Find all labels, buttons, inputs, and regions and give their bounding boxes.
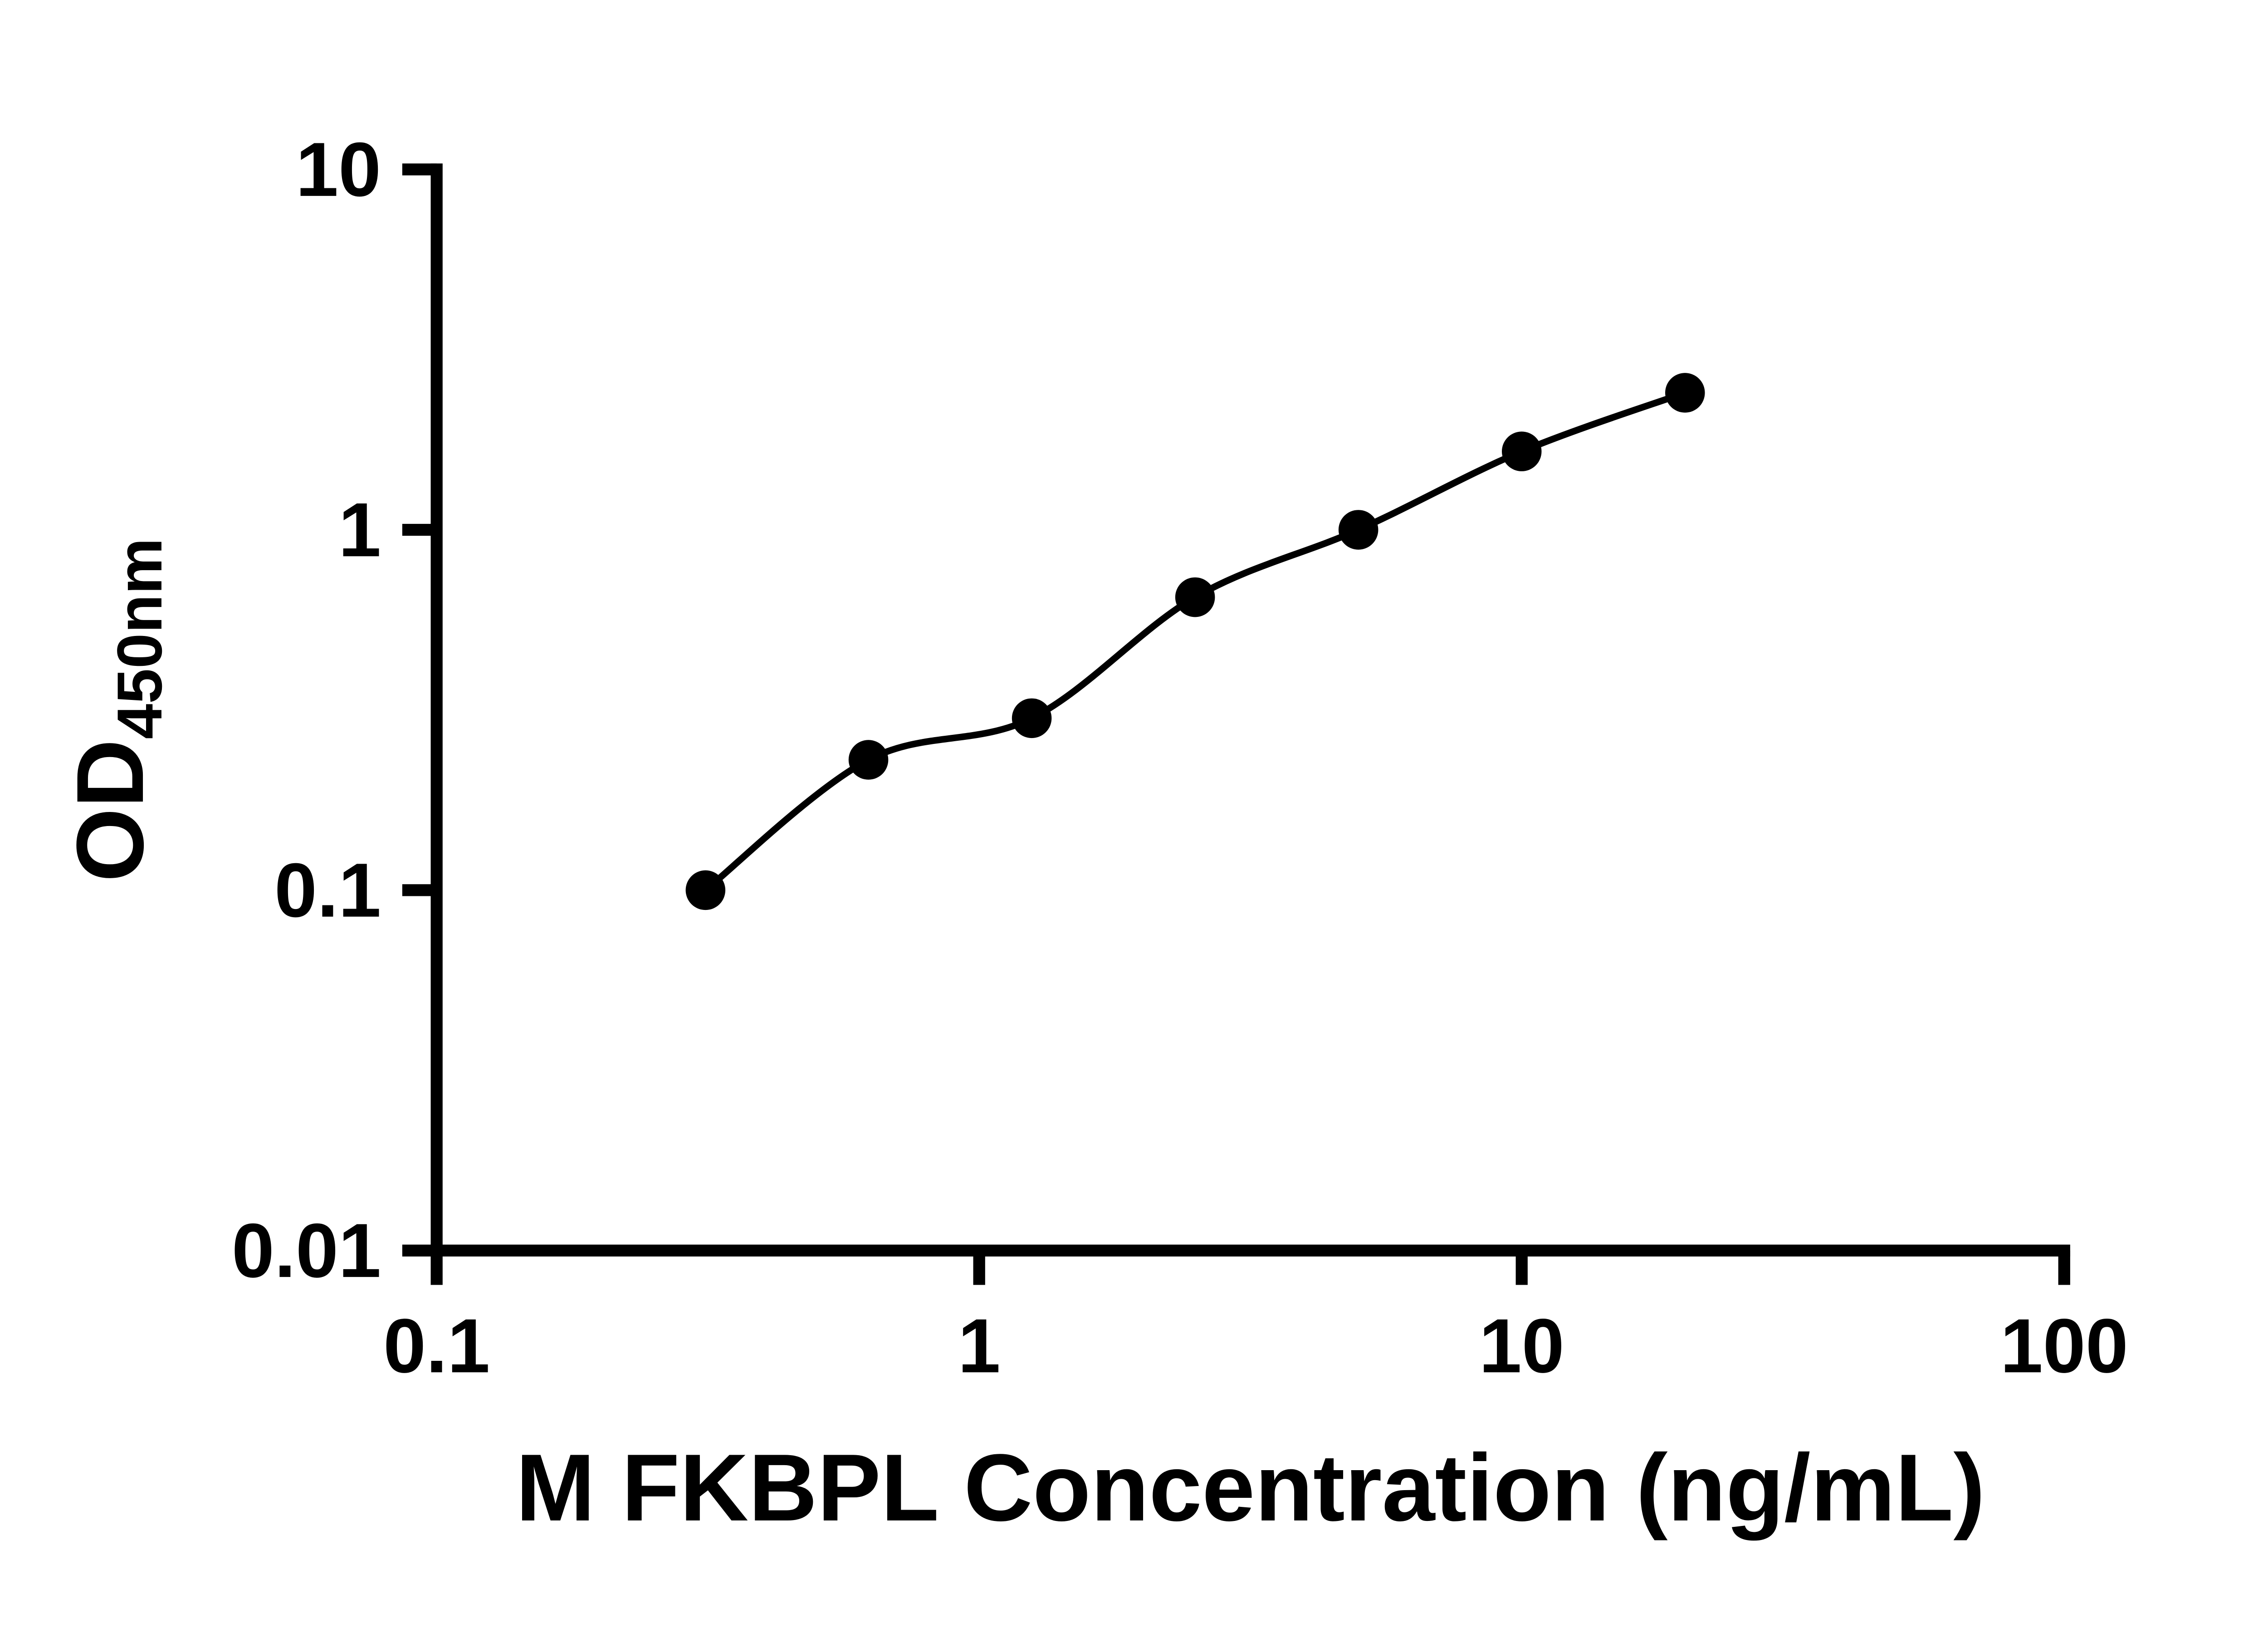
- y-tick-label: 10: [296, 127, 381, 212]
- x-tick-label: 0.1: [383, 1303, 490, 1389]
- data-point: [1338, 510, 1378, 550]
- y-axis-title: OD450nm: [57, 538, 175, 882]
- y-tick-label: 1: [338, 487, 381, 572]
- data-point: [685, 870, 726, 910]
- x-tick-label: 10: [1479, 1303, 1564, 1389]
- y-axis-title-main: OD: [57, 739, 163, 882]
- data-point: [1175, 577, 1215, 617]
- data-point: [848, 740, 889, 780]
- y-tick-label: 0.01: [232, 1208, 381, 1293]
- data-point: [1501, 431, 1542, 471]
- y-axis-title-subscript: 450nm: [104, 538, 175, 739]
- axes-lines: [430, 163, 2070, 1257]
- data-point: [1012, 698, 1052, 738]
- x-tick-label: 1: [958, 1303, 1001, 1389]
- x-tick-label: 100: [2000, 1303, 2128, 1389]
- fit-curve: [703, 390, 1686, 893]
- data-point: [1665, 373, 1705, 413]
- y-tick-label: 0.1: [274, 847, 381, 933]
- x-axis-title: M FKBPL Concentration (ng/mL): [516, 1434, 1985, 1541]
